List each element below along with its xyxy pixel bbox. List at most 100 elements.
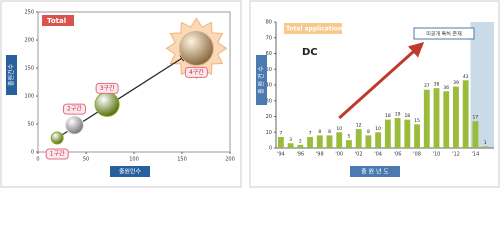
bar xyxy=(384,119,391,148)
bar xyxy=(277,136,284,148)
y-tick-label: 20 xyxy=(266,114,272,120)
x-tick-label: '06 xyxy=(394,152,402,158)
value-label: 10 xyxy=(375,126,381,132)
x-tick-label: '14 xyxy=(472,152,480,158)
y-tick-label: 150 xyxy=(24,66,34,72)
x-axis-label: 출 원 년 도 xyxy=(361,168,389,176)
value-label: 8 xyxy=(328,129,331,135)
chart-title: Total applications xyxy=(286,26,346,33)
value-label: 2 xyxy=(299,138,302,144)
value-label: 1 xyxy=(484,140,487,146)
y-tick-label: 40 xyxy=(266,83,272,89)
x-tick-label: 100 xyxy=(129,157,139,163)
value-label: 36 xyxy=(443,85,449,91)
value-label: 7 xyxy=(309,130,312,136)
title-box xyxy=(42,15,74,26)
y-tick-label: 80 xyxy=(266,20,272,26)
x-tick-label: '94 xyxy=(277,152,285,158)
value-label: 39 xyxy=(453,80,459,86)
bar xyxy=(443,91,450,148)
value-label: 43 xyxy=(463,74,469,80)
page: {"chart_data": [ {"type": "bubble", "tit… xyxy=(0,0,500,188)
annotation: 미공개 특허 존재 xyxy=(426,31,462,38)
bubble xyxy=(178,30,214,66)
bar xyxy=(423,89,430,148)
bar xyxy=(307,136,313,148)
label-box xyxy=(45,148,69,160)
bar xyxy=(365,135,372,148)
annotation: DC xyxy=(302,47,318,58)
y-tick-label: 50 xyxy=(266,67,272,73)
x-tick-label: '00 xyxy=(335,152,343,158)
y-tick-label: 100 xyxy=(24,94,34,100)
value-label: 15 xyxy=(414,118,420,124)
x-tick-label: '96 xyxy=(296,152,304,158)
x-tick-label: '04 xyxy=(374,152,382,158)
chart-title: Total xyxy=(47,17,66,25)
point-label: 4구간 xyxy=(189,68,204,76)
bar xyxy=(297,144,304,148)
label-box xyxy=(95,82,119,94)
y-axis-label: 출 원 건 수 xyxy=(257,66,265,94)
value-label: 8 xyxy=(318,129,321,135)
x-tick-label: '02 xyxy=(355,152,363,158)
bar xyxy=(462,80,469,148)
bubble xyxy=(94,91,120,117)
bar xyxy=(472,121,479,148)
x-tick-label: 200 xyxy=(225,157,235,163)
bar xyxy=(453,86,459,148)
value-label: 3 xyxy=(289,137,292,143)
value-label: 18 xyxy=(385,113,391,119)
bar xyxy=(355,129,362,148)
bar xyxy=(433,88,440,148)
x-tick-label: '12 xyxy=(452,152,460,158)
y-tick-label: 200 xyxy=(24,38,34,44)
bar xyxy=(414,124,420,148)
value-label: 18 xyxy=(404,113,410,119)
trend-arrow xyxy=(338,41,425,120)
y-label-box xyxy=(256,55,267,105)
bar xyxy=(394,118,401,148)
x-tick-label: 50 xyxy=(83,157,89,163)
bar xyxy=(404,119,411,148)
x-tick-label: 0 xyxy=(36,157,39,163)
y-tick-label: 0 xyxy=(31,150,34,156)
point-label: 3구간 xyxy=(100,84,115,92)
shade xyxy=(470,22,494,148)
value-label: 10 xyxy=(336,126,342,132)
bar xyxy=(375,132,382,148)
value-label: 5 xyxy=(348,134,351,140)
x-label-box xyxy=(350,166,400,177)
bar xyxy=(326,135,333,148)
value-label: 7 xyxy=(279,130,282,136)
x-tick-label: '10 xyxy=(433,152,441,158)
y-tick-label: 10 xyxy=(266,130,272,136)
y-tick-label: 0 xyxy=(269,146,272,152)
y-tick-label: 50 xyxy=(28,122,34,128)
bubble xyxy=(50,131,64,145)
value-label: 17 xyxy=(473,115,479,121)
x-tick-label: '08 xyxy=(413,152,421,158)
x-axis-label: 출원인수 xyxy=(119,168,142,176)
x-tick-label: '98 xyxy=(316,152,324,158)
value-label: 12 xyxy=(356,123,362,129)
value-label: 38 xyxy=(434,82,440,88)
y-tick-label: 70 xyxy=(266,35,272,41)
y-tick-label: 60 xyxy=(266,51,272,57)
point-label: 1구간 xyxy=(50,150,65,158)
label-box xyxy=(62,103,86,115)
bubble xyxy=(64,115,84,135)
bar xyxy=(346,140,352,148)
y-tick-label: 30 xyxy=(266,98,272,104)
bar xyxy=(336,132,343,148)
value-label: 19 xyxy=(395,112,401,118)
bar xyxy=(316,135,323,148)
x-label-box xyxy=(110,166,150,177)
bar xyxy=(287,143,294,148)
note-box xyxy=(413,27,475,40)
y-axis-label: 출원건수 xyxy=(7,63,15,86)
title-box xyxy=(284,23,342,34)
label-box xyxy=(184,66,208,78)
point-label: 2구간 xyxy=(67,105,82,113)
